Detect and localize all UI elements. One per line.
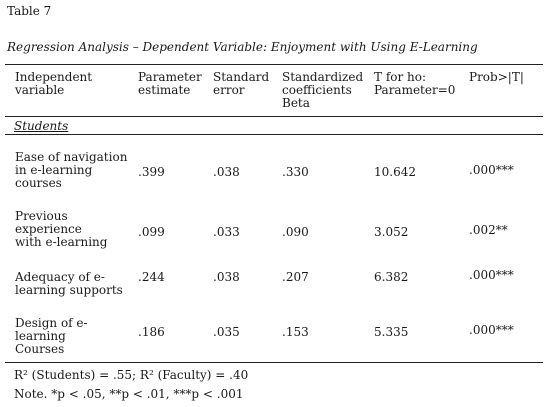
table-number: Table 7 xyxy=(7,4,52,18)
table-cell-t: 10.642 xyxy=(374,165,416,179)
table-cell-p: .002** xyxy=(469,223,508,237)
table-cell-t: 5.335 xyxy=(374,325,409,339)
table-cell-t: 6.382 xyxy=(374,270,409,284)
table-cell-se: .038 xyxy=(213,270,240,284)
table-row-variable: Ease of navigation in e-learning courses xyxy=(15,150,128,190)
top-rule xyxy=(5,64,543,65)
header-t-value: T for ho: Parameter=0 xyxy=(374,70,456,97)
table-cell-p: .000*** xyxy=(469,268,514,282)
table-cell-t: 3.052 xyxy=(374,225,409,239)
header-independent-variable: Independent variable xyxy=(15,70,93,97)
table-cell-p: .000*** xyxy=(469,323,514,337)
table-cell-estimate: .244 xyxy=(138,270,165,284)
table-cell-se: .038 xyxy=(213,165,240,179)
table-cell-se: .033 xyxy=(213,225,240,239)
header-standardized-beta: Standardized coefficients Beta xyxy=(282,70,364,110)
table-row-variable: Previous experience with e-learning xyxy=(15,209,108,249)
significance-note: Note. *p < .05, **p < .01, ***p < .001 xyxy=(14,387,244,401)
r-squared-line: R² (Students) = .55; R² (Faculty) = .40 xyxy=(14,368,249,382)
table-cell-estimate: .186 xyxy=(138,325,165,339)
section-label-students: Students xyxy=(14,119,69,133)
table-cell-estimate: .399 xyxy=(138,165,165,179)
table-title: Regression Analysis – Dependent Variable… xyxy=(7,40,478,54)
table-row-variable: Adequacy of e- learning supports xyxy=(15,270,123,297)
table-cell-beta: .330 xyxy=(282,165,309,179)
table-cell-beta: .207 xyxy=(282,270,309,284)
table-cell-p: .000*** xyxy=(469,163,514,177)
table-cell-estimate: .099 xyxy=(138,225,165,239)
table-row-variable: Design of e- learning Courses xyxy=(15,316,88,356)
table-cell-se: .035 xyxy=(213,325,240,339)
header-probability: Prob>|T| xyxy=(469,70,524,84)
section-rule xyxy=(5,134,543,135)
header-parameter-estimate: Parameter estimate xyxy=(138,70,202,97)
header-rule xyxy=(5,116,543,117)
bottom-rule xyxy=(5,362,543,363)
table-cell-beta: .090 xyxy=(282,225,309,239)
table-cell-beta: .153 xyxy=(282,325,309,339)
header-standard-error: Standard error xyxy=(213,70,270,97)
